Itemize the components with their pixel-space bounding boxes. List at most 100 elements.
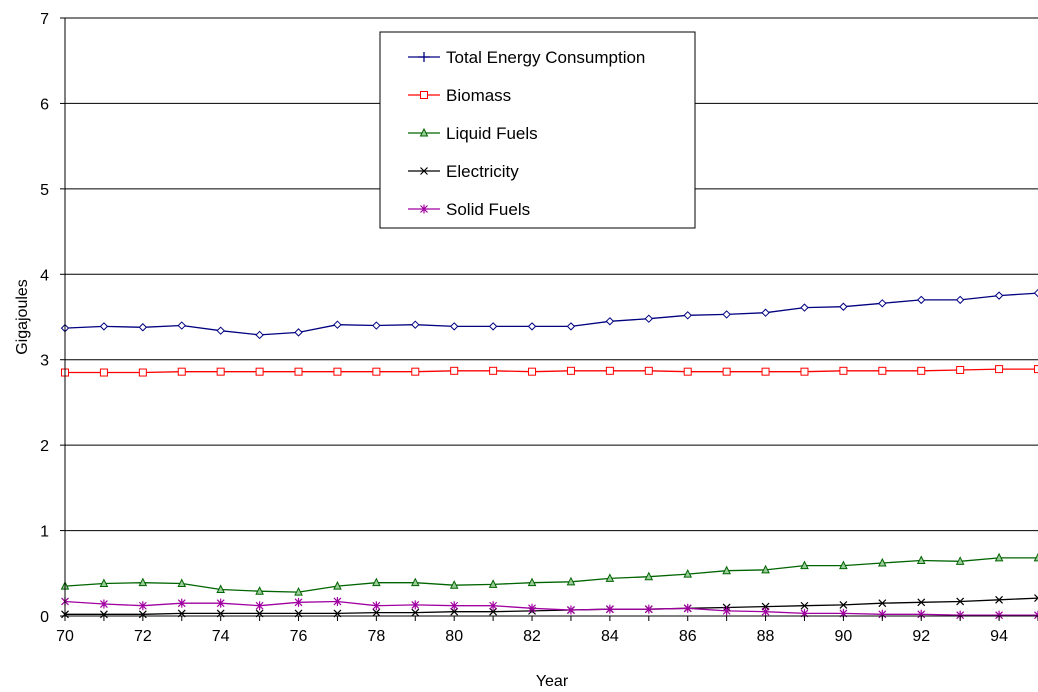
data-point — [372, 367, 381, 376]
data-point — [138, 610, 147, 619]
data-point — [420, 204, 428, 214]
data-point — [410, 577, 420, 587]
data-point — [566, 576, 576, 586]
data-point — [420, 91, 428, 99]
data-point — [216, 326, 225, 335]
data-point — [644, 571, 654, 581]
series-total-energy-consumption — [60, 288, 1038, 340]
data-point — [839, 600, 848, 609]
data-point — [878, 366, 887, 375]
data-point — [528, 367, 537, 376]
data-point — [956, 365, 965, 374]
data-point — [800, 560, 809, 570]
data-point — [294, 328, 303, 337]
data-point — [761, 564, 770, 574]
y-tick-label: 5 — [40, 182, 49, 199]
data-point — [411, 608, 420, 617]
y-tick-label: 6 — [40, 96, 49, 113]
x-tick-label: 90 — [835, 628, 853, 645]
legend-box — [379, 31, 696, 229]
x-tick-label: 88 — [757, 628, 775, 645]
data-point — [839, 560, 848, 570]
data-point — [683, 603, 692, 613]
data-point — [138, 601, 147, 611]
y-tick-label: 2 — [40, 438, 49, 455]
data-point — [99, 368, 108, 377]
data-point — [605, 366, 614, 375]
data-point — [722, 310, 731, 319]
data-point — [177, 367, 186, 376]
data-point — [528, 603, 536, 613]
data-point — [566, 366, 575, 375]
x-tick-label: 70 — [56, 628, 74, 645]
data-point — [722, 565, 731, 575]
y-tick-label: 0 — [40, 609, 49, 626]
data-point — [722, 367, 731, 376]
data-point — [878, 599, 887, 608]
legend-label: Total Energy Consumption — [446, 48, 645, 67]
data-point — [878, 299, 887, 308]
data-point — [956, 597, 965, 606]
series-solid-fuels — [61, 596, 1038, 620]
data-point — [294, 367, 303, 376]
series-biomass — [61, 365, 1038, 377]
axes: 0 1 2 3 4 5 6 7 70 72 74 76 78 80 82 84 86 88 90 92 94 — [40, 11, 1038, 645]
data-point — [683, 569, 693, 578]
data-point — [1034, 594, 1038, 602]
data-point — [994, 291, 1004, 300]
series-layer — [60, 288, 1038, 620]
x-tick-label: 72 — [134, 628, 152, 645]
data-point — [411, 600, 420, 610]
data-point — [567, 605, 575, 615]
y-tick-label: 7 — [40, 11, 49, 28]
data-point — [1033, 552, 1038, 562]
data-point — [566, 322, 576, 331]
series-liquid-fuels — [60, 552, 1038, 596]
data-point — [372, 577, 381, 587]
data-point — [216, 367, 225, 376]
x-tick-label: 76 — [290, 628, 308, 645]
data-point — [1034, 365, 1038, 374]
legend-label: Electricity — [446, 162, 519, 181]
data-point — [995, 365, 1004, 374]
data-point — [450, 366, 459, 375]
data-point — [255, 367, 264, 376]
legend-label: Liquid Fuels — [446, 124, 538, 143]
data-point — [489, 601, 498, 611]
series-line — [65, 597, 1038, 615]
data-point — [605, 604, 614, 614]
legend-item: Solid Fuels — [408, 200, 530, 219]
data-point — [177, 321, 186, 330]
data-point — [216, 598, 225, 608]
data-point — [177, 578, 187, 588]
data-point — [333, 580, 342, 590]
data-point — [1033, 288, 1038, 298]
x-tick-label: 78 — [367, 628, 385, 645]
x-tick-label: 74 — [212, 628, 230, 645]
data-point — [683, 367, 692, 376]
data-point — [99, 610, 108, 619]
data-point — [917, 366, 926, 375]
x-tick-label: 84 — [601, 628, 619, 645]
data-point — [99, 599, 108, 609]
data-point — [917, 295, 926, 305]
y-tick-label: 1 — [40, 524, 49, 541]
data-point — [917, 598, 926, 607]
data-point — [527, 322, 537, 331]
legend: Total Energy Consumption Biomass Liquid Fu… — [379, 31, 696, 229]
data-point — [489, 607, 498, 616]
legend-label: Biomass — [446, 86, 511, 105]
data-point — [294, 597, 303, 607]
data-point — [294, 586, 303, 596]
data-point — [255, 330, 264, 340]
x-tick-label: 92 — [912, 628, 930, 645]
y-axis-label: Gigajoules — [14, 279, 31, 355]
series-line — [64, 292, 1038, 336]
data-point — [644, 314, 654, 323]
x-axis-label: Year — [536, 673, 569, 690]
data-point — [255, 601, 264, 611]
legend-item: Electricity — [408, 162, 519, 181]
data-point — [761, 607, 770, 617]
legend-item: Liquid Fuels — [408, 124, 538, 143]
